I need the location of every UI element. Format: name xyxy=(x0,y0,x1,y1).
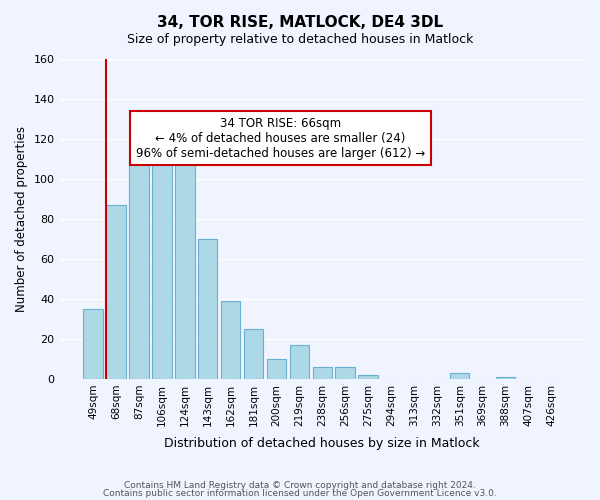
Bar xyxy=(129,155,149,379)
Bar xyxy=(313,367,332,379)
Bar xyxy=(198,239,217,379)
Text: Size of property relative to detached houses in Matlock: Size of property relative to detached ho… xyxy=(127,32,473,46)
Bar xyxy=(221,301,241,379)
Text: 34, TOR RISE, MATLOCK, DE4 3DL: 34, TOR RISE, MATLOCK, DE4 3DL xyxy=(157,15,443,30)
Bar xyxy=(290,345,309,379)
Bar xyxy=(450,373,469,379)
Bar xyxy=(244,329,263,379)
Y-axis label: Number of detached properties: Number of detached properties xyxy=(15,126,28,312)
Bar xyxy=(175,157,194,379)
Text: Contains public sector information licensed under the Open Government Licence v3: Contains public sector information licen… xyxy=(103,488,497,498)
X-axis label: Distribution of detached houses by size in Matlock: Distribution of detached houses by size … xyxy=(164,437,480,450)
Bar xyxy=(358,375,378,379)
Text: Contains HM Land Registry data © Crown copyright and database right 2024.: Contains HM Land Registry data © Crown c… xyxy=(124,481,476,490)
Bar xyxy=(152,139,172,379)
Bar xyxy=(496,377,515,379)
Bar xyxy=(83,309,103,379)
Bar xyxy=(335,367,355,379)
Bar xyxy=(267,359,286,379)
Bar xyxy=(106,205,126,379)
Text: 34 TOR RISE: 66sqm
← 4% of detached houses are smaller (24)
96% of semi-detached: 34 TOR RISE: 66sqm ← 4% of detached hous… xyxy=(136,116,425,160)
